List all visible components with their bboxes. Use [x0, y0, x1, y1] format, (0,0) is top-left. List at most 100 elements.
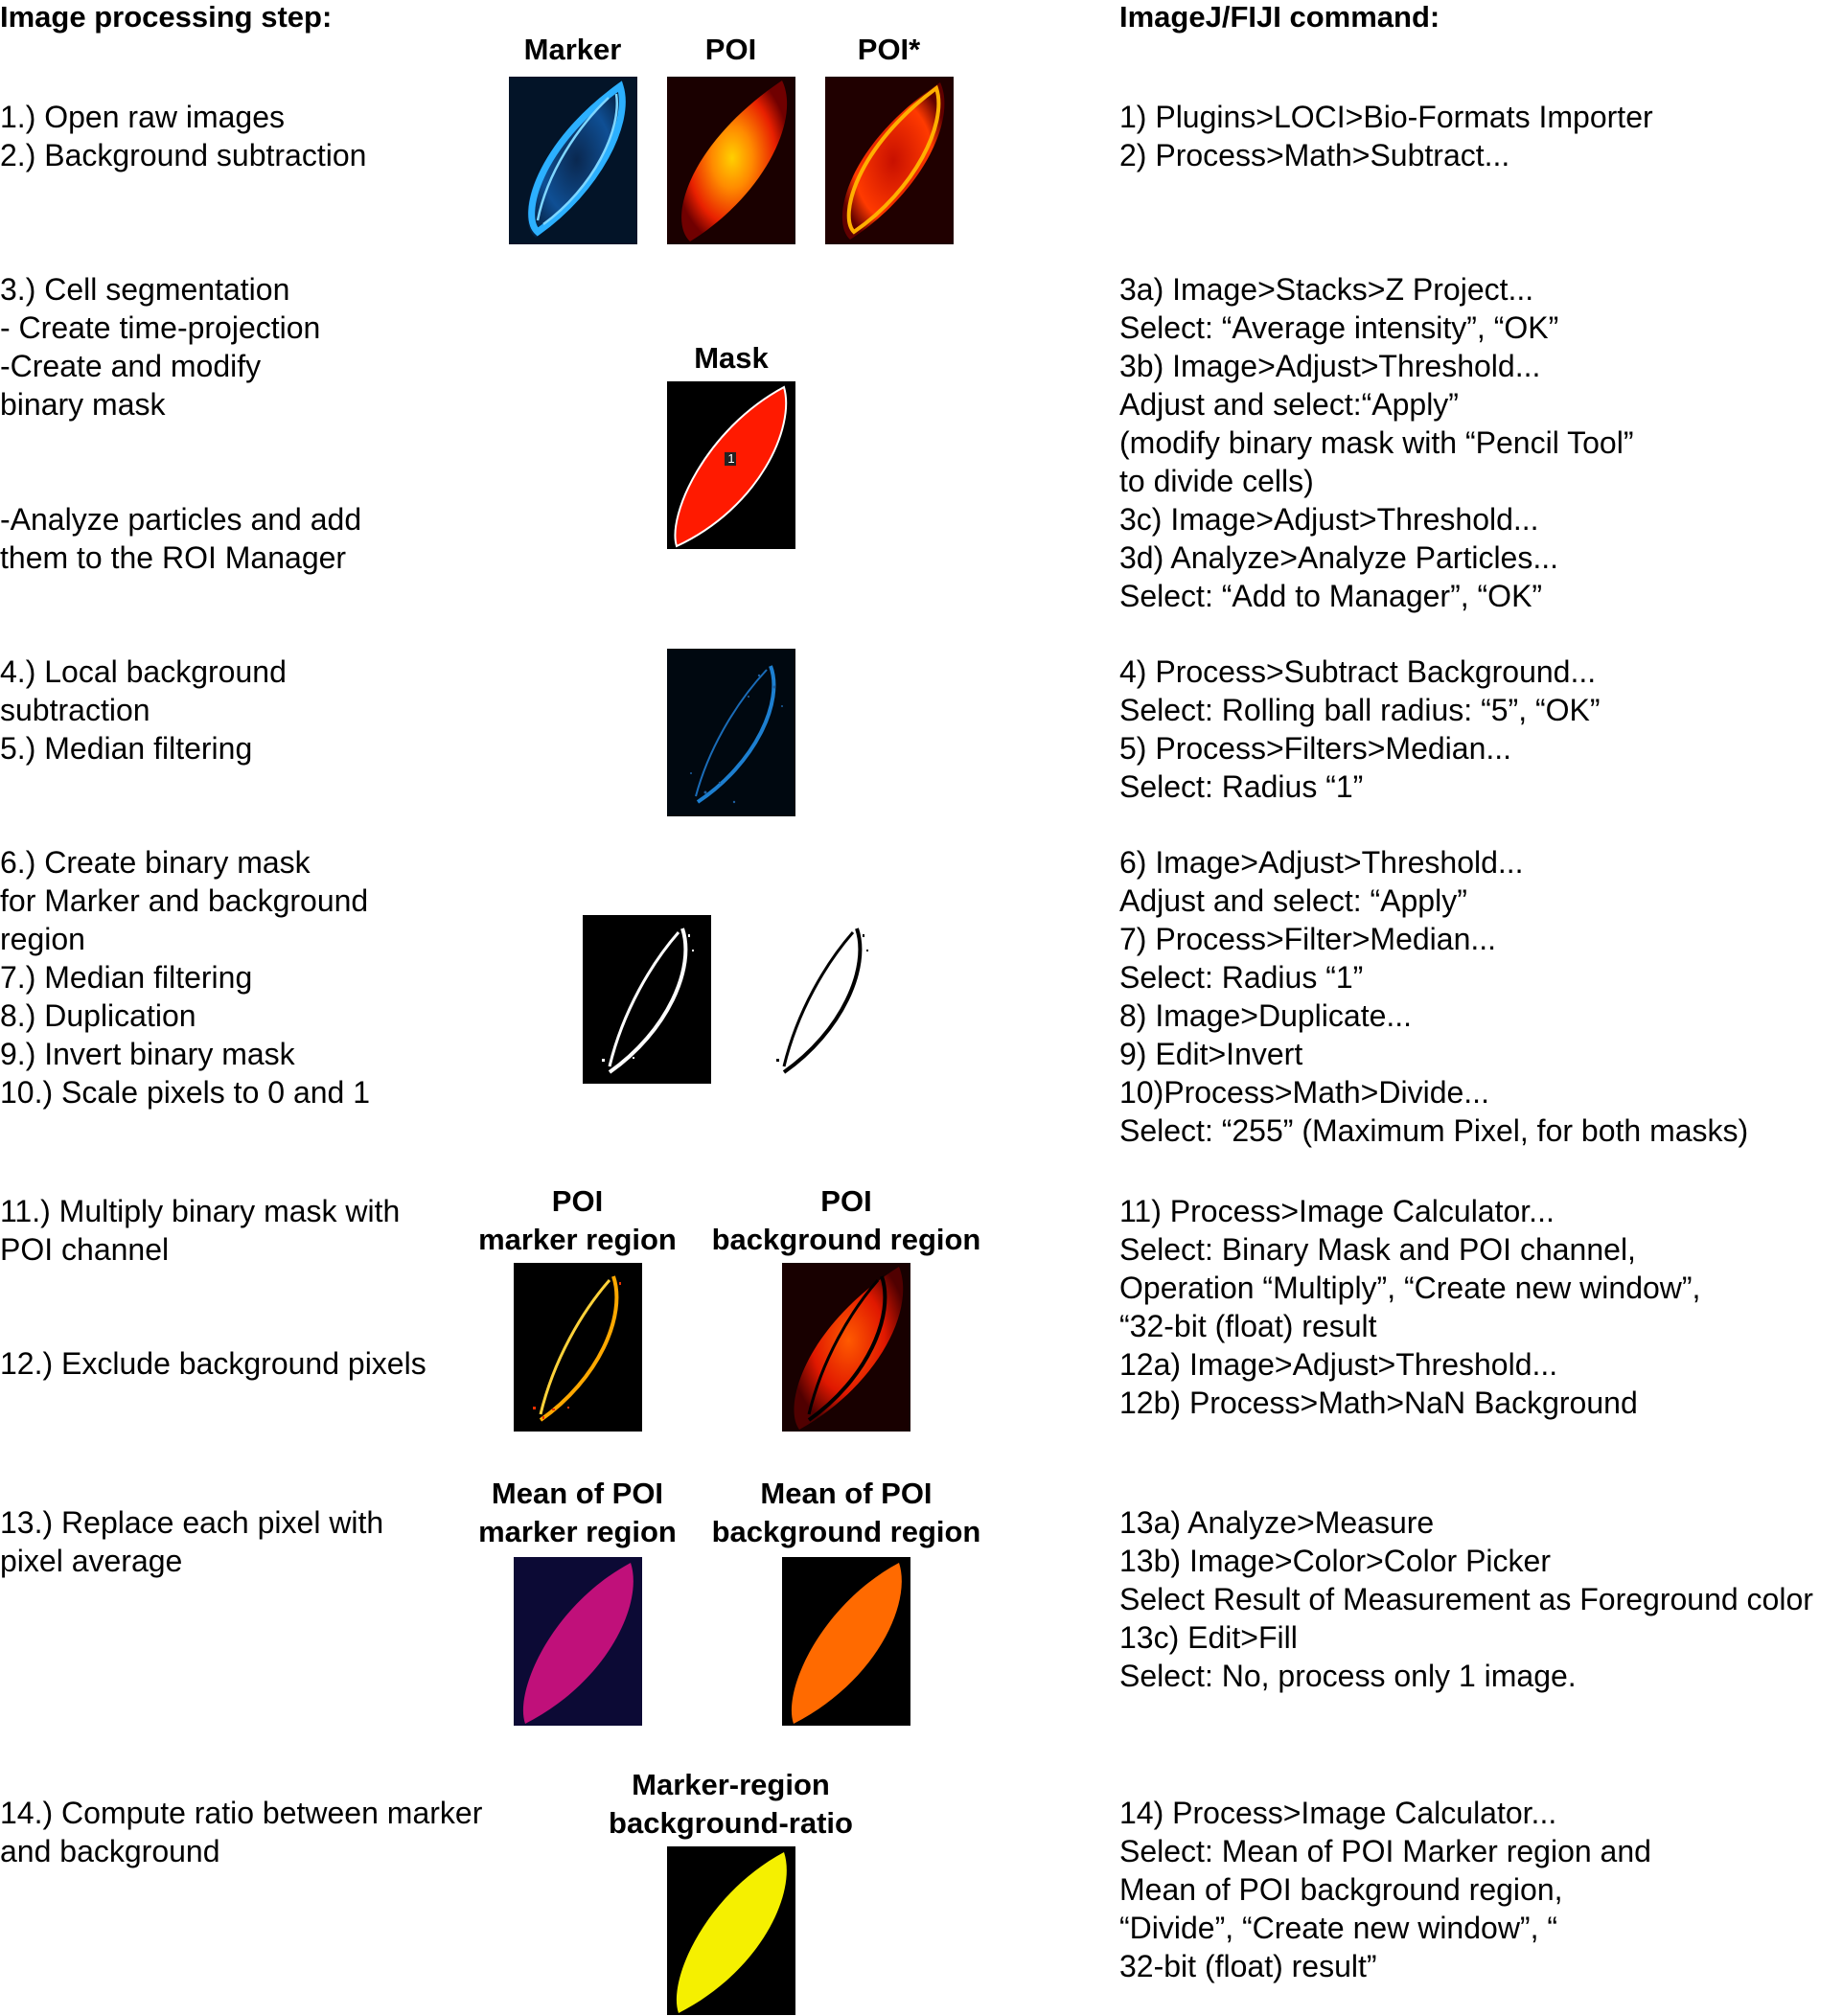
step-line: 13.) Replace each pixel with [0, 1505, 384, 1540]
command-line: Select: No, process only 1 image. [1119, 1659, 1577, 1693]
step-13: 13.) Replace each pixel with pixel avera… [0, 1503, 383, 1580]
step-line: subtraction [0, 693, 150, 727]
binary-mask-image [583, 915, 711, 1084]
step-1-2: 1.) Open raw images 2.) Background subtr… [0, 98, 366, 174]
commands-14: 14) Process>Image Calculator... Select: … [1119, 1794, 1651, 1985]
step-line: 4.) Local background [0, 654, 287, 689]
command-line: 3b) Image>Adjust>Threshold... [1119, 349, 1541, 383]
command-line: Adjust and select: “Apply” [1119, 883, 1467, 918]
step-3: 3.) Cell segmentation - Create time-proj… [0, 270, 320, 424]
poi-star-raw-image [825, 77, 954, 244]
step-line: 5.) Median filtering [0, 731, 253, 766]
command-line: Select: Mean of POI Marker region and [1119, 1834, 1651, 1868]
poi-background-region-image [782, 1263, 910, 1432]
command-line: 2) Process>Math>Subtract... [1119, 138, 1510, 172]
command-line: 11) Process>Image Calculator... [1119, 1194, 1555, 1228]
command-line: 14) Process>Image Calculator... [1119, 1796, 1557, 1830]
command-line: Select: “Add to Manager”, “OK” [1119, 579, 1543, 613]
command-line: “Divide”, “Create new window”, “ [1119, 1911, 1558, 1945]
step-12: 12.) Exclude background pixels [0, 1344, 426, 1383]
step-line: binary mask [0, 387, 166, 422]
commands-3: 3a) Image>Stacks>Z Project... Select: “A… [1119, 270, 1633, 615]
command-line: 12b) Process>Math>NaN Background [1119, 1386, 1638, 1420]
command-line: 4) Process>Subtract Background... [1119, 654, 1597, 689]
ratio-image [667, 1846, 795, 2015]
step-line: for Marker and background [0, 883, 369, 918]
step-line: 8.) Duplication [0, 998, 196, 1033]
commands-6-10: 6) Image>Adjust>Threshold... Adjust and … [1119, 843, 1748, 1150]
inverted-binary-mask-image [757, 915, 886, 1084]
poi-marker-region-label: POI marker region [450, 1182, 704, 1259]
mean-marker-region-label: Mean of POI marker region [450, 1475, 704, 1551]
step-line: and background [0, 1834, 220, 1868]
cell-number-label: 1 [727, 451, 735, 466]
command-line: Mean of POI background region, [1119, 1872, 1563, 1907]
label-line: marker region [478, 1223, 677, 1256]
commands-13: 13a) Analyze>Measure 13b) Image>Color>Co… [1119, 1503, 1813, 1695]
commands-11-12: 11) Process>Image Calculator... Select: … [1119, 1192, 1700, 1422]
step-line: 2.) Background subtraction [0, 138, 367, 172]
label-line: Marker-region [632, 1768, 830, 1801]
command-line: Select: Binary Mask and POI channel, [1119, 1232, 1636, 1267]
step-line: region [0, 922, 85, 956]
poi-star-label: POI* [857, 33, 921, 66]
command-line: 13c) Edit>Fill [1119, 1620, 1298, 1655]
command-line: Select: Radius “1” [1119, 960, 1364, 995]
command-line: 3c) Image>Adjust>Threshold... [1119, 502, 1539, 537]
mean-background-region-image [782, 1557, 910, 1726]
command-line: 5) Process>Filters>Median... [1119, 731, 1512, 766]
command-line: 8) Image>Duplicate... [1119, 998, 1413, 1033]
ratio-label: Marker-region background-ratio [570, 1766, 891, 1843]
command-line: Select: Radius “1” [1119, 769, 1364, 804]
label-line: background-ratio [609, 1806, 853, 1840]
mask-image: 1 [667, 381, 795, 549]
step-line: 3.) Cell segmentation [0, 272, 290, 307]
command-line: to divide cells) [1119, 464, 1314, 498]
mask-label: Mask [694, 341, 769, 375]
right-column-header: ImageJ/FIJI command: [1119, 0, 1440, 34]
command-line: 32-bit (float) result” [1119, 1949, 1377, 1983]
poi-background-region-label: POI background region [698, 1182, 995, 1259]
command-line: Select: “255” (Maximum Pixel, for both m… [1119, 1113, 1749, 1148]
step-line: 14.) Compute ratio between marker [0, 1796, 483, 1830]
command-line: 13b) Image>Color>Color Picker [1119, 1544, 1551, 1578]
step-line: 1.) Open raw images [0, 100, 286, 134]
label-line: background region [711, 1515, 981, 1548]
command-line: Select: “Average intensity”, “OK” [1119, 310, 1559, 345]
step-line: pixel average [0, 1544, 183, 1578]
label-line: marker region [478, 1515, 677, 1548]
command-line: 7) Process>Filter>Median... [1119, 922, 1497, 956]
step-line: 9.) Invert binary mask [0, 1037, 295, 1071]
mean-marker-region-image [514, 1557, 642, 1726]
commands-4-5: 4) Process>Subtract Background... Select… [1119, 653, 1601, 806]
command-line: 3d) Analyze>Analyze Particles... [1119, 540, 1559, 575]
left-column-header: Image processing step: [0, 0, 333, 34]
command-line: (modify binary mask with “Pencil Tool” [1119, 425, 1634, 460]
command-line: 6) Image>Adjust>Threshold... [1119, 845, 1524, 880]
marker-label: Marker [523, 33, 622, 66]
step-6-10: 6.) Create binary mask for Marker and ba… [0, 843, 370, 1111]
command-line: 13a) Analyze>Measure [1119, 1505, 1435, 1540]
step-line: 6.) Create binary mask [0, 845, 311, 880]
step-line: 7.) Median filtering [0, 960, 253, 995]
step-3-analyze: -Analyze particles and add them to the R… [0, 500, 361, 577]
label-line: background region [711, 1223, 981, 1256]
command-line: Select: Rolling ball radius: “5”, “OK” [1119, 693, 1601, 727]
command-line: 3a) Image>Stacks>Z Project... [1119, 272, 1534, 307]
label-line: POI [820, 1184, 872, 1218]
background-subtracted-image [667, 649, 795, 816]
command-line: “32-bit (float) result [1119, 1309, 1377, 1343]
poi-raw-image [667, 77, 795, 244]
step-line: 12.) Exclude background pixels [0, 1346, 426, 1381]
label-line: Mean of POI [760, 1477, 933, 1510]
step-line: 10.) Scale pixels to 0 and 1 [0, 1075, 371, 1110]
command-line: Operation “Multiply”, “Create new window… [1119, 1271, 1701, 1305]
step-line: 11.) Multiply binary mask with [0, 1194, 401, 1228]
command-line: 1) Plugins>LOCI>Bio-Formats Importer [1119, 100, 1653, 134]
step-line: - Create time-projection [0, 310, 321, 345]
label-line: Mean of POI [491, 1477, 664, 1510]
poi-marker-region-image [514, 1263, 642, 1432]
command-line: 9) Edit>Invert [1119, 1037, 1303, 1071]
command-line: Adjust and select:“Apply” [1119, 387, 1459, 422]
mean-background-region-label: Mean of POI background region [698, 1475, 995, 1551]
